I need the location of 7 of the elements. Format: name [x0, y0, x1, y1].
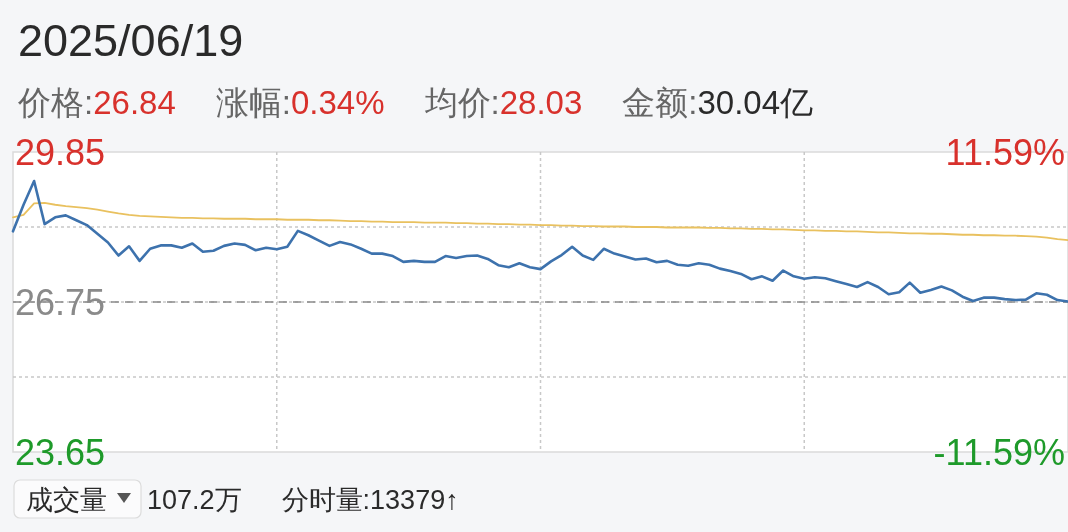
- y2-tick-label: -11.59%: [933, 432, 1065, 473]
- y-tick-label: 29.85: [15, 132, 106, 173]
- title: 2025/06/19: [18, 15, 244, 66]
- y-tick-label: 23.65: [15, 432, 106, 473]
- y2-tick-label: 11.59%: [945, 132, 1065, 173]
- y-tick-label: 26.75: [15, 282, 106, 323]
- dropdown-label: 成交量: [26, 485, 107, 515]
